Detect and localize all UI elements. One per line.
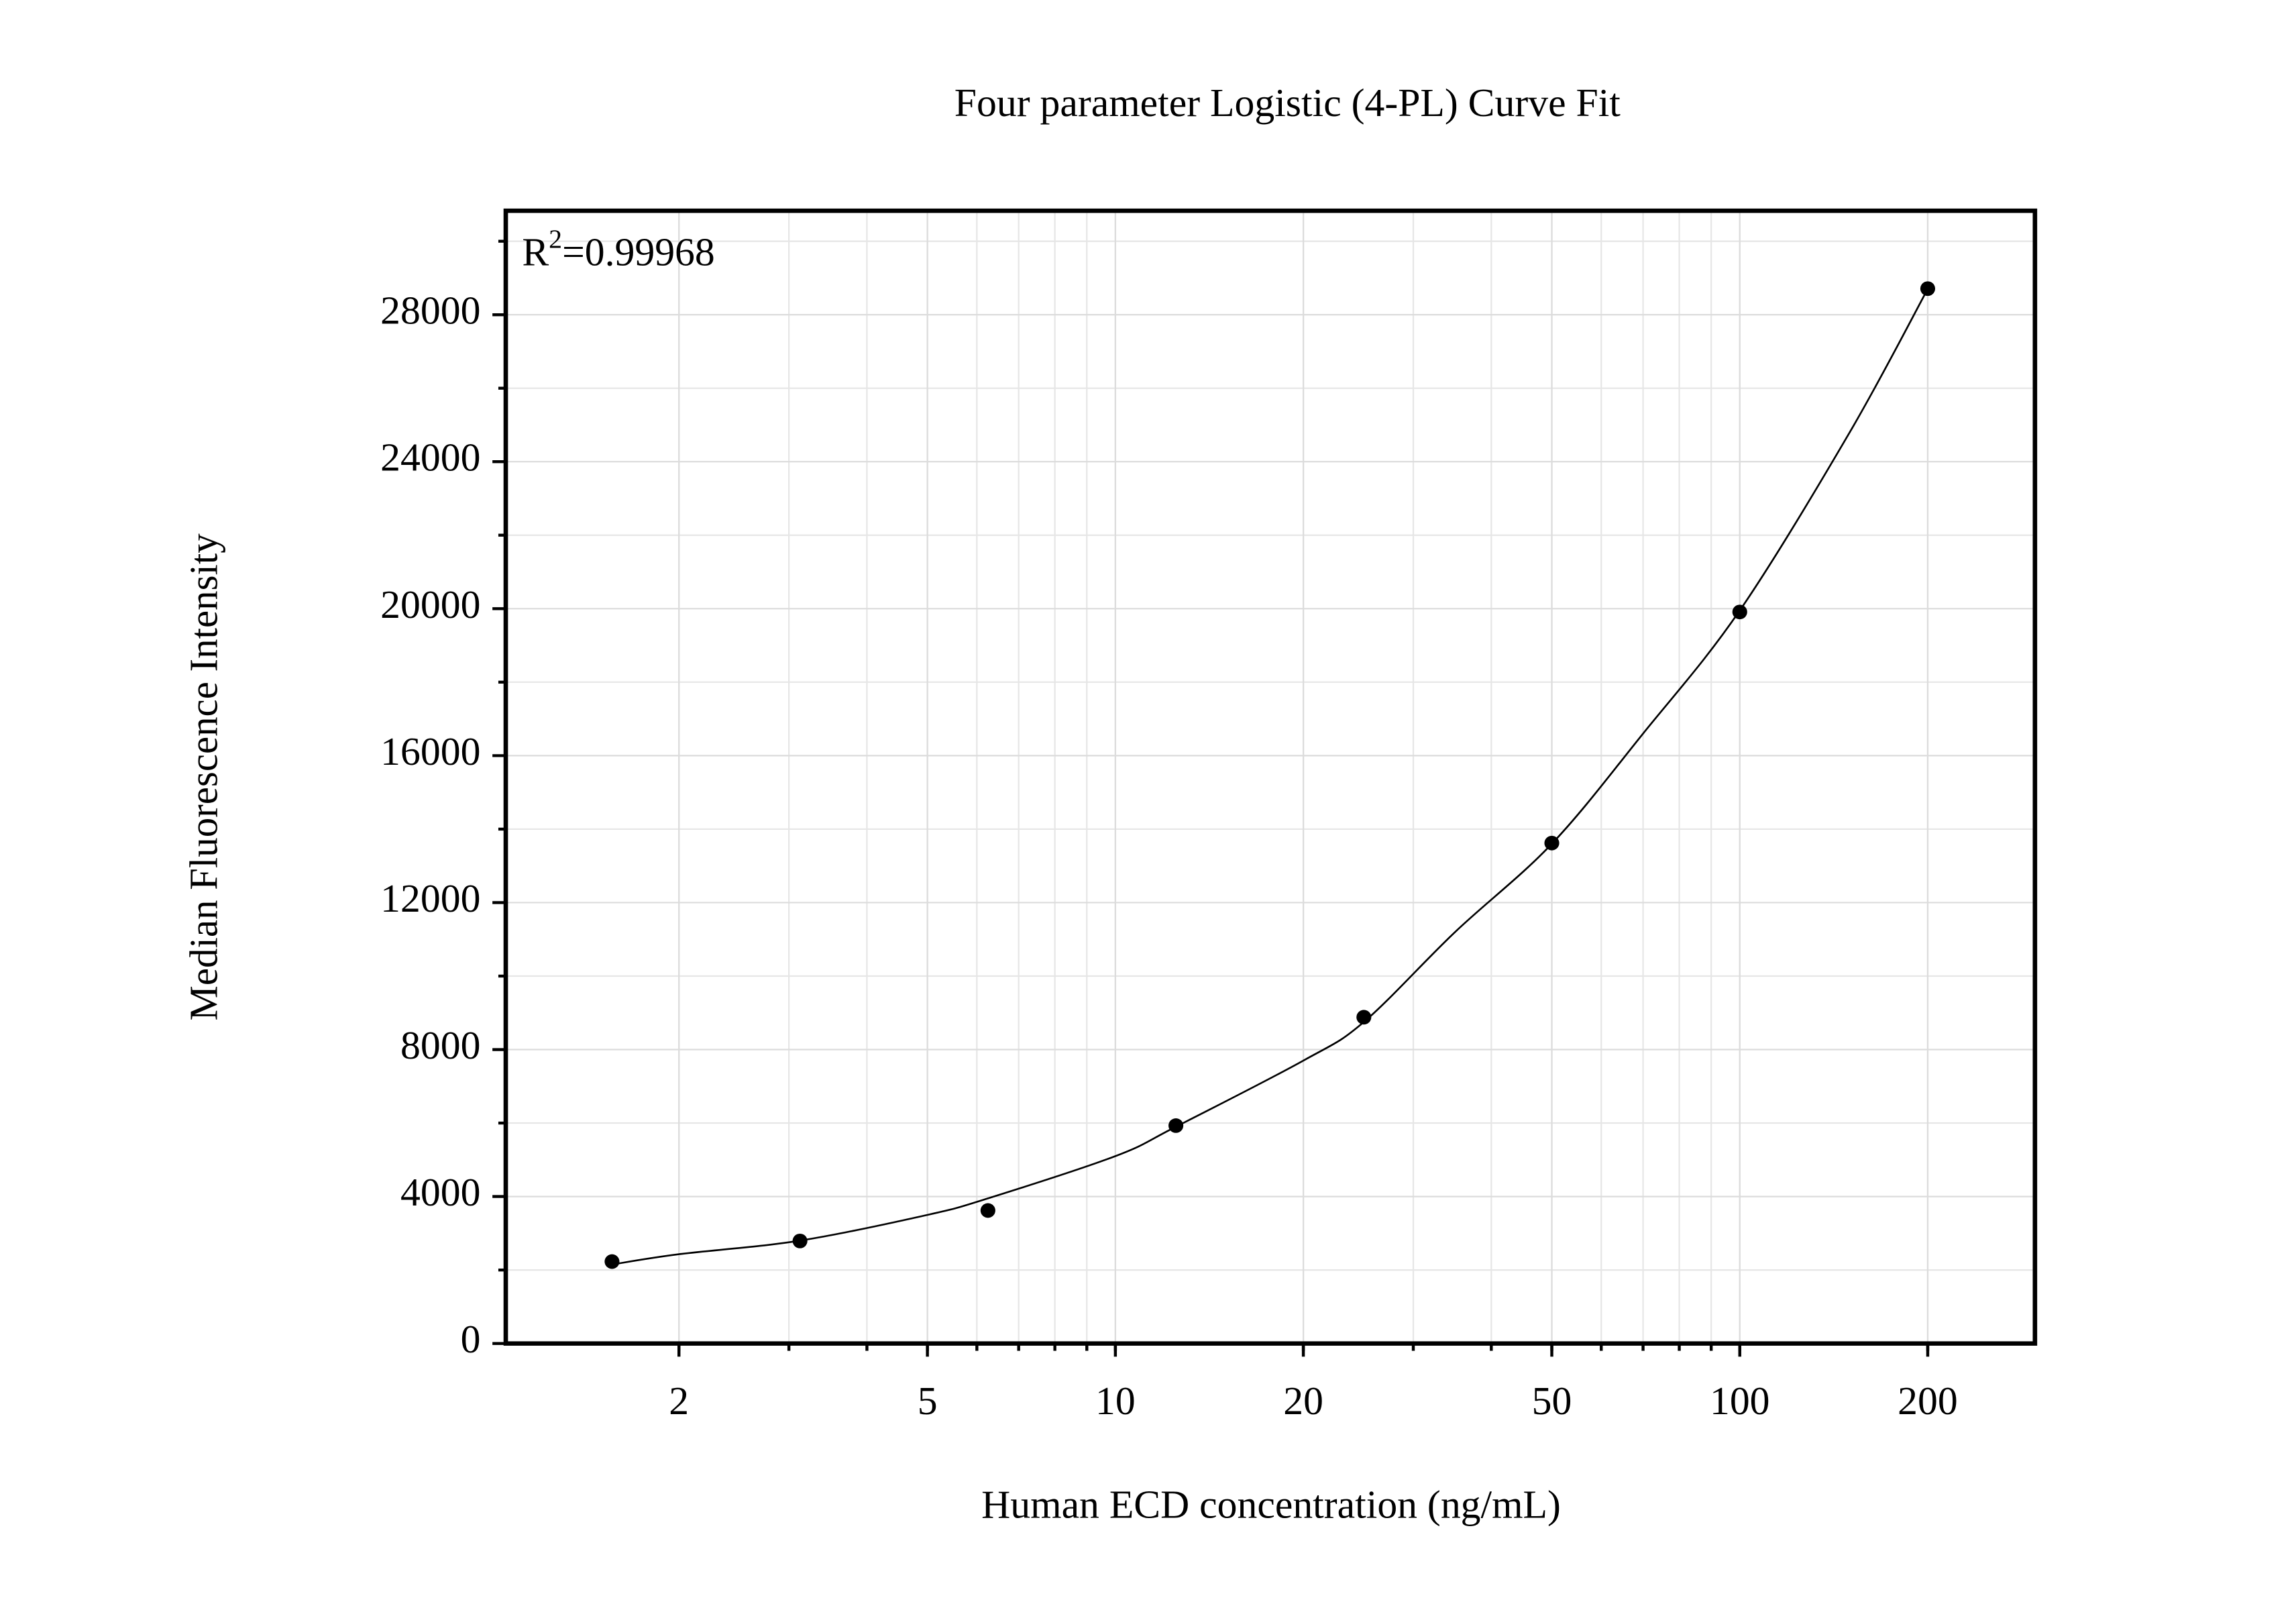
chart-title: Four parameter Logistic (4-PL) Curve Fit bbox=[954, 81, 1621, 125]
annotation-rest: =0.99968 bbox=[562, 230, 715, 274]
x-tick-label: 10 bbox=[1095, 1379, 1136, 1423]
y-tick-label: 4000 bbox=[400, 1170, 480, 1214]
y-tick-label: 8000 bbox=[400, 1023, 480, 1067]
x-axis-label: Human ECD concentration (ng/mL) bbox=[981, 1483, 1561, 1527]
x-tick-label: 200 bbox=[1898, 1379, 1958, 1423]
x-tick-label: 20 bbox=[1283, 1379, 1323, 1423]
y-axis-label: Median Fluorescence Intensity bbox=[181, 533, 225, 1021]
data-point bbox=[792, 1233, 808, 1248]
x-tick-label: 2 bbox=[669, 1379, 689, 1423]
plot bbox=[503, 208, 2038, 1346]
data-point bbox=[604, 1254, 620, 1269]
y-tick-label: 16000 bbox=[380, 729, 480, 773]
y-tick-label: 0 bbox=[461, 1318, 481, 1362]
data-point bbox=[1544, 835, 1560, 851]
data-point bbox=[1920, 281, 1936, 297]
y-tick-label: 12000 bbox=[380, 876, 480, 920]
x-tick-label: 5 bbox=[918, 1379, 938, 1423]
annotation-exponent: 2 bbox=[549, 224, 562, 254]
data-point bbox=[1356, 1010, 1372, 1025]
y-tick-label: 20000 bbox=[380, 582, 480, 627]
plot-frame bbox=[503, 208, 2038, 1346]
grid: 0 4000 8000 12000 16000 20000 24000 28000 2 5 10 20… bbox=[380, 211, 2035, 1423]
y-tick-label: 24000 bbox=[380, 435, 480, 480]
fit-curve bbox=[612, 288, 1929, 1266]
annotation-base: R bbox=[522, 230, 549, 274]
data-point bbox=[1732, 604, 1747, 620]
y-tick-label: 28000 bbox=[380, 288, 480, 333]
x-tick-label: 100 bbox=[1710, 1379, 1770, 1423]
annotation: R2=0.99968 bbox=[522, 224, 714, 274]
data-point bbox=[980, 1203, 995, 1218]
x-tick-label: 50 bbox=[1532, 1379, 1572, 1423]
data-point bbox=[1168, 1118, 1184, 1133]
